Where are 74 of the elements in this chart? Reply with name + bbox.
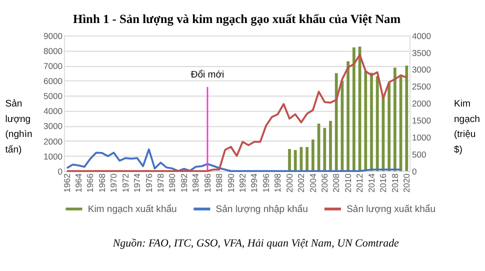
bar <box>405 66 408 172</box>
y2-tick-label: 0 <box>412 166 417 176</box>
x-tick-label: 1990 <box>226 173 236 193</box>
legend-label: Kim ngạch xuất khẩu <box>88 204 177 215</box>
y2-tick-label: 3000 <box>412 64 432 75</box>
y2-tick-label: 1000 <box>412 132 432 142</box>
bar <box>329 120 332 172</box>
bar <box>394 68 396 172</box>
x-tick-label: 1978 <box>155 173 166 193</box>
bar <box>370 72 373 172</box>
bar <box>334 73 338 172</box>
bar <box>288 149 291 172</box>
y-tick-label: 0 <box>58 166 63 176</box>
x-tick-label: 2006 <box>320 173 330 193</box>
x-tick-label: 1980 <box>167 173 178 193</box>
y-tick-label: 2000 <box>43 136 63 146</box>
x-tick-label: 1966 <box>85 173 96 193</box>
bar <box>376 76 379 172</box>
x-tick-label: 2008 <box>331 173 342 193</box>
y-tick-label: 4000 <box>43 106 63 116</box>
x-tick-label: 2020 <box>402 173 412 193</box>
y2-tick-label: 1500 <box>412 116 432 126</box>
line-series <box>66 54 408 172</box>
text: Nguồn: FAO, ITC, GSO, VFA, Hải quan Việt Nam, UN Comtrade <box>112 237 400 250</box>
x-tick-label: 1968 <box>96 173 107 193</box>
y-tick-label: 1000 <box>43 151 63 162</box>
x-tick-label: 1962 <box>62 173 72 193</box>
x-tick-label: 2012 <box>354 173 365 193</box>
x-tick-label: 1982 <box>178 173 189 193</box>
x-tick-label: 1994 <box>249 173 260 193</box>
y-tick-label: 5000 <box>43 91 63 102</box>
y-axis-title: Sản lượng (nghìn tấn) <box>5 98 32 156</box>
line-series <box>66 148 402 172</box>
ref-line-label: Đổi mới <box>190 69 224 80</box>
y2-tick-label: 2000 <box>412 98 432 109</box>
x-tick-label: 1988 <box>214 173 224 193</box>
x-tick-label: 2014 <box>366 173 376 193</box>
bar <box>388 82 391 172</box>
y2-tick-label: 4000 <box>412 30 432 41</box>
y-tick-label: 7000 <box>43 60 63 71</box>
y2-tick-label: 2500 <box>412 82 432 92</box>
x-tick-label: 2000 <box>284 173 294 193</box>
y2-axis-title: Kim ngạch (triệu $) <box>454 98 480 156</box>
x-tick-label: 1998 <box>272 173 283 193</box>
bar <box>346 61 350 172</box>
x-tick-label: 2004 <box>308 173 318 193</box>
y2-tick-label: 3500 <box>412 48 432 58</box>
chart-title: Hình 1 - Sản lượng và kim ngạch gạo xuất khẩu của Việt Nam <box>72 12 402 26</box>
x-tick-label: 1996 <box>260 173 271 193</box>
x-tick-label: 2016 <box>378 173 388 193</box>
bar <box>294 150 297 172</box>
x-tick-label: 1992 <box>237 173 248 193</box>
bar <box>352 47 356 172</box>
x-tick-label: 2010 <box>342 173 353 193</box>
y2-tick-label: 500 <box>412 149 427 160</box>
bar <box>306 146 308 172</box>
bar <box>311 140 314 172</box>
x-tick-label: 1984 <box>190 173 201 193</box>
bar <box>364 71 368 172</box>
x-tick-label: 1976 <box>144 173 154 193</box>
y-tick-label: 3000 <box>43 121 63 132</box>
x-tick-label: 1964 <box>73 173 84 193</box>
y-tick-label: 9000 <box>43 30 63 41</box>
bar <box>323 128 326 172</box>
y-tick-label: 6000 <box>43 76 63 86</box>
x-tick-label: 1972 <box>120 173 130 193</box>
x-tick-label: 1970 <box>108 173 119 193</box>
legend-label: Sản lượng xuất khẩu <box>346 204 436 215</box>
x-tick-label: 2002 <box>296 173 306 193</box>
legend-label: Sản lượng nhập khẩu <box>216 204 308 215</box>
y-tick-label: 8000 <box>43 46 63 56</box>
x-tick-label: 1974 <box>132 173 142 193</box>
x-tick-label: 2018 <box>390 173 400 193</box>
x-tick-label: 1986 <box>202 173 212 193</box>
